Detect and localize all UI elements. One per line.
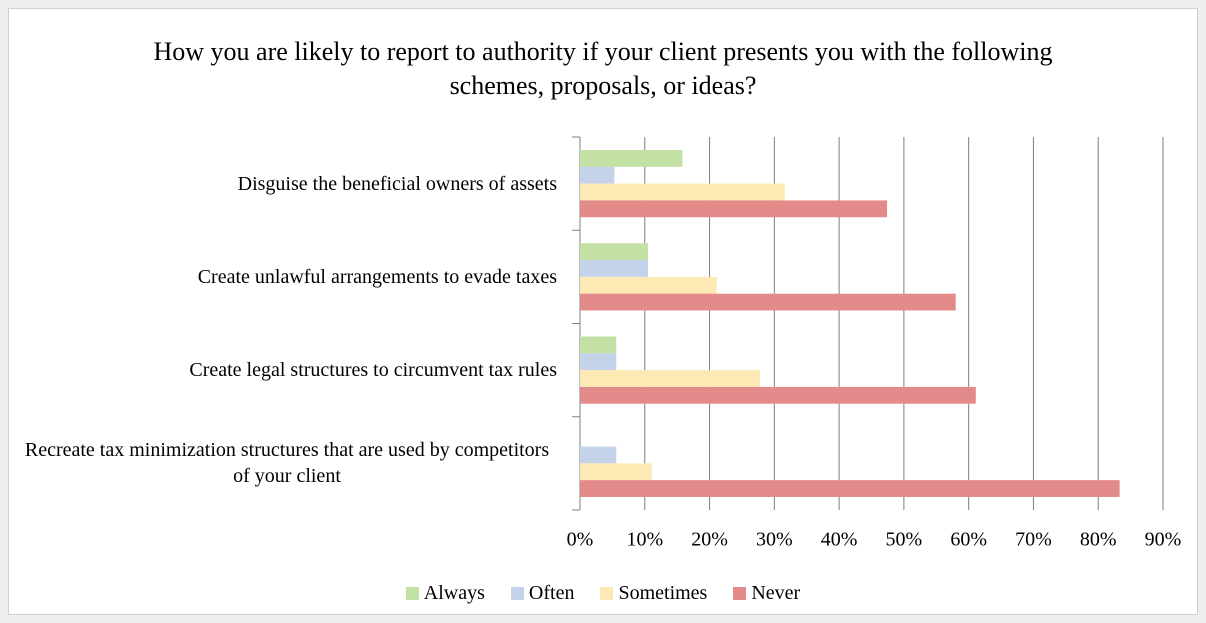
bar	[580, 386, 976, 404]
y-tick-label: Create unlawful arrangements to evade ta…	[197, 265, 557, 288]
bar	[580, 150, 683, 167]
x-tick-label: 80%	[1080, 529, 1117, 551]
bar	[580, 353, 617, 371]
legend-swatch	[600, 587, 614, 600]
bar	[580, 293, 956, 311]
bar	[580, 276, 717, 294]
x-tick-label: 10%	[626, 529, 663, 551]
x-tick-label: 70%	[1015, 529, 1052, 551]
y-tick-label: Recreate tax minimization structures tha…	[24, 439, 550, 488]
x-tick-label: 20%	[691, 529, 728, 551]
legend-label: Sometimes	[618, 582, 708, 604]
legend-label: Always	[423, 582, 485, 604]
legend-swatch	[510, 587, 524, 600]
bar	[580, 370, 761, 387]
legend-item: Always	[405, 582, 485, 605]
y-tick-label: Create legal structures to circumvent ta…	[189, 359, 557, 382]
bar	[580, 336, 617, 354]
legend-item: Often	[510, 582, 575, 605]
legend: Always Often Sometimes Never	[0, 582, 1206, 605]
chart-frame	[8, 8, 1198, 615]
legend-swatch	[405, 587, 419, 600]
legend-label: Often	[528, 582, 575, 604]
x-tick-label: 40%	[821, 529, 858, 551]
bar	[580, 446, 617, 464]
bar	[580, 200, 888, 218]
bar	[580, 480, 1120, 497]
x-tick-label: 50%	[886, 529, 923, 551]
x-tick-label: 30%	[756, 529, 793, 551]
bar	[580, 243, 649, 261]
legend-label: Never	[751, 582, 801, 604]
x-tick-label: 60%	[950, 529, 987, 551]
legend-swatch	[733, 587, 747, 600]
legend-item: Sometimes	[600, 582, 707, 605]
x-tick-label: 0%	[567, 529, 594, 551]
bar	[580, 166, 615, 184]
chart-title: How you are likely to report to authorit…	[153, 37, 1053, 100]
y-tick-label: Disguise the beneficial owners of assets	[237, 172, 557, 195]
bar	[580, 463, 652, 481]
bar	[580, 260, 649, 277]
x-tick-label: 90%	[1145, 529, 1182, 551]
legend-item: Never	[733, 582, 800, 605]
bar	[580, 183, 785, 201]
